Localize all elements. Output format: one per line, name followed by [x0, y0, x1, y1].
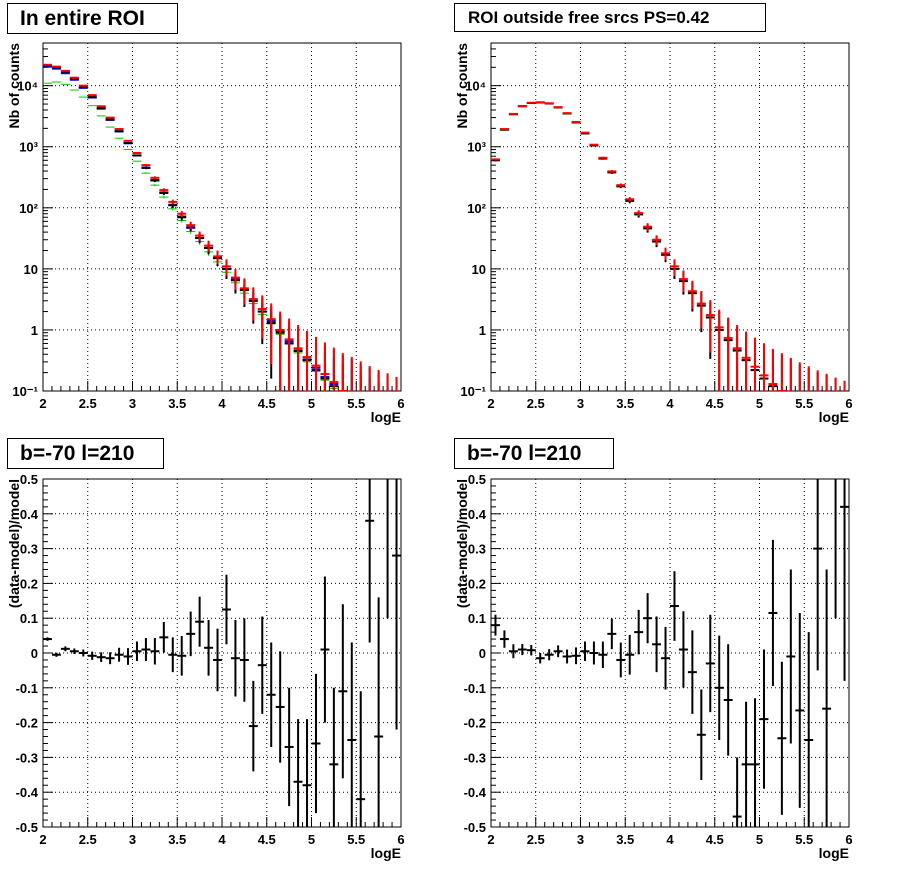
x-tick-label: 4.5 — [258, 396, 276, 411]
y-tick-label: 0 — [31, 646, 38, 661]
panel-title-bottom-right: b=-70 l=210 — [454, 438, 614, 469]
series-group — [491, 101, 846, 391]
panel-title-bottom-left: b=-70 l=210 — [7, 438, 164, 469]
y-tick-label: -0.3 — [16, 750, 38, 765]
y-tick-label: 0 — [479, 646, 486, 661]
x-tick-label: 4 — [666, 832, 674, 847]
x-tick-label: 2.5 — [79, 832, 97, 847]
x-tick-label: 5.5 — [347, 396, 365, 411]
y-axis-title: (data-model)/model — [6, 479, 22, 608]
y-tick-label: -0.4 — [464, 785, 487, 800]
x-tick-label: 2 — [487, 396, 494, 411]
y-tick-label: 10³ — [19, 140, 38, 155]
y-tick-label: 10 — [24, 262, 38, 277]
y-axis-title: (data-model)/model — [454, 479, 470, 608]
x-tick-label: 6 — [397, 396, 404, 411]
x-tick-label: 5.5 — [795, 832, 813, 847]
x-tick-label: 3 — [129, 832, 136, 847]
x-tick-label: 5 — [756, 832, 763, 847]
chart-panel-2: 2 2.5 3 3.5 4 4.5 5 5.5 6 10⁻¹ 1 10 10² 10³ 10⁴ logE Nb … — [454, 42, 853, 425]
chart-panel-1: 2 2.5 3 3.5 4 4.5 5 5.5 6 10⁻¹ 1 10 10² 10³ 10⁴ logE Nb … — [6, 42, 405, 425]
y-tick-label: -0.1 — [16, 681, 38, 696]
x-axis-title: logE — [819, 409, 849, 425]
series-group — [491, 479, 849, 827]
y-tick-label: -0.5 — [16, 820, 38, 835]
x-tick-label: 3.5 — [616, 396, 634, 411]
y-axis-title: Nb of counts — [454, 43, 470, 129]
series-group — [43, 479, 401, 827]
y-tick-label: 0.4 — [468, 507, 487, 522]
x-tick-label: 5 — [308, 396, 315, 411]
y-tick-label: -0.1 — [464, 681, 486, 696]
series-group — [43, 63, 398, 391]
y-tick-label: 1 — [31, 323, 38, 338]
x-tick-label: 4 — [218, 396, 226, 411]
y-tick-label: 0.3 — [468, 542, 486, 557]
x-tick-label: 4 — [666, 396, 674, 411]
y-tick-label: 10⁻¹ — [12, 384, 38, 399]
y-tick-label: -0.2 — [16, 716, 38, 731]
x-axis-title: logE — [371, 845, 401, 861]
y-tick-label: 0.3 — [20, 542, 38, 557]
x-tick-label: 3 — [129, 396, 136, 411]
y-axis-title: Nb of counts — [6, 43, 22, 129]
x-axis-title: logE — [371, 409, 401, 425]
x-tick-label: 3 — [577, 832, 584, 847]
x-tick-label: 5 — [308, 832, 315, 847]
x-tick-label: 4.5 — [258, 832, 276, 847]
x-tick-label: 2 — [39, 396, 46, 411]
x-tick-label: 6 — [397, 832, 404, 847]
y-tick-label: 10⁴ — [465, 79, 486, 94]
x-tick-label: 5.5 — [795, 396, 813, 411]
y-tick-label: -0.2 — [464, 716, 486, 731]
y-tick-label: 0.1 — [20, 611, 38, 626]
x-tick-label: 6 — [845, 832, 852, 847]
x-tick-label: 2.5 — [527, 832, 545, 847]
x-axis-title: logE — [819, 845, 849, 861]
y-tick-label: 0.5 — [20, 472, 38, 487]
x-tick-label: 5.5 — [347, 832, 365, 847]
x-tick-label: 2.5 — [527, 396, 545, 411]
panel-title-top-left: In entire ROI — [7, 3, 178, 34]
y-tick-label: 10⁴ — [17, 79, 38, 94]
y-tick-label: -0.5 — [464, 820, 486, 835]
y-tick-label: 0.1 — [468, 611, 486, 626]
y-tick-label: 10⁻¹ — [460, 384, 486, 399]
x-tick-label: 3.5 — [168, 832, 186, 847]
chart-panel-3: 2 2.5 3 3.5 4 4.5 5 5.5 6 -0.5 -0.4 -0.3 -0.2 -0.1 0 0.… — [6, 472, 405, 861]
y-tick-label: 10² — [467, 201, 486, 216]
x-tick-label: 6 — [845, 396, 852, 411]
y-tick-label: 0.5 — [468, 472, 486, 487]
y-tick-label: 0.2 — [20, 576, 38, 591]
x-tick-label: 4.5 — [706, 396, 724, 411]
chart-panel-4: 2 2.5 3 3.5 4 4.5 5 5.5 6 -0.5 -0.4 -0.3 -0.2 -0.1 0 0.… — [454, 472, 853, 861]
y-tick-label: 1 — [479, 323, 486, 338]
y-tick-label: -0.4 — [16, 785, 39, 800]
x-tick-label: 3 — [577, 396, 584, 411]
y-tick-label: -0.3 — [464, 750, 486, 765]
panel-title-top-right: ROI outside free srcs PS=0.42 — [454, 3, 766, 32]
y-tick-label: 0.2 — [468, 576, 486, 591]
x-tick-label: 4 — [218, 832, 226, 847]
x-tick-label: 2 — [487, 832, 494, 847]
x-tick-label: 2.5 — [79, 396, 97, 411]
y-tick-label: 10³ — [467, 140, 486, 155]
x-tick-label: 2 — [39, 832, 46, 847]
x-tick-label: 3.5 — [616, 832, 634, 847]
x-tick-label: 5 — [756, 396, 763, 411]
y-tick-label: 10² — [19, 201, 38, 216]
x-tick-label: 4.5 — [706, 832, 724, 847]
x-tick-label: 3.5 — [168, 396, 186, 411]
y-tick-label: 10 — [472, 262, 486, 277]
y-tick-label: 0.4 — [20, 507, 39, 522]
